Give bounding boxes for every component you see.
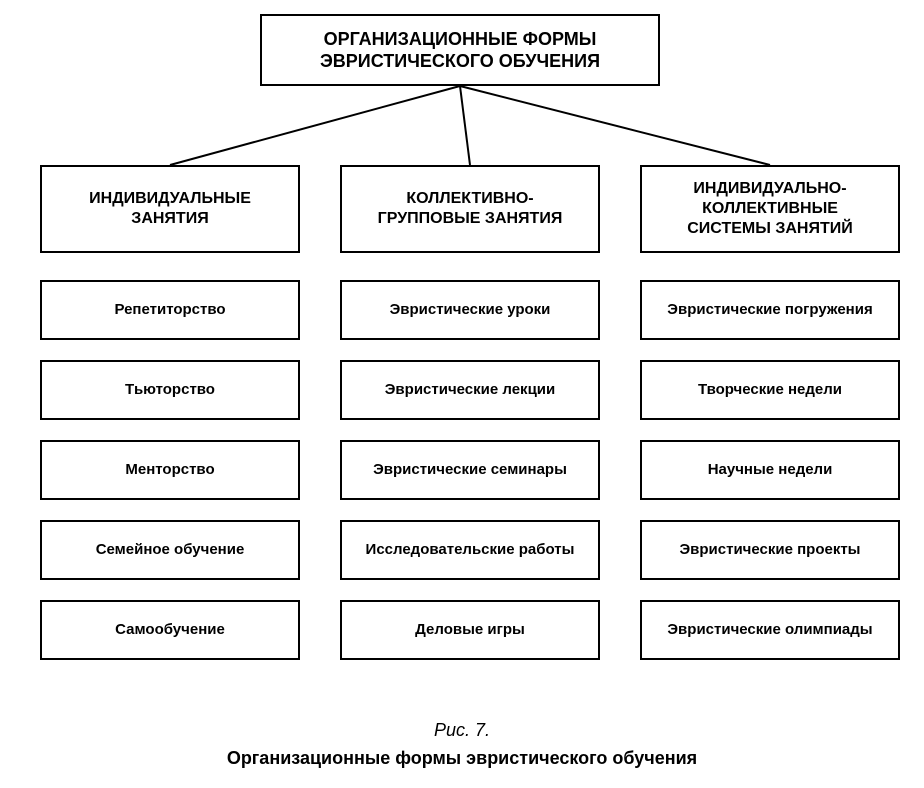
item-1-0: Эвристические уроки <box>340 280 600 340</box>
root-node: ОРГАНИЗАЦИОННЫЕ ФОРМЫ ЭВРИСТИЧЕСКОГО ОБУ… <box>260 14 660 86</box>
item-2-3: Эвристические проекты <box>640 520 900 580</box>
cat1-line2: ГРУППОВЫЕ ЗАНЯТИЯ <box>378 209 563 229</box>
item-label: Репетиторство <box>114 301 225 320</box>
item-label: Эвристические проекты <box>679 541 860 560</box>
cat1-line1: КОЛЛЕКТИВНО- <box>378 189 563 209</box>
item-label: Творческие недели <box>698 381 842 400</box>
cat2-line3: СИСТЕМЫ ЗАНЯТИЙ <box>687 219 853 239</box>
item-label: Деловые игры <box>415 621 525 640</box>
item-label: Семейное обучение <box>96 541 245 560</box>
cat0-line1: ИНДИВИДУАЛЬНЫЕ <box>89 189 251 209</box>
item-1-2: Эвристические семинары <box>340 440 600 500</box>
cat2-line2: КОЛЛЕКТИВНЫЕ <box>687 199 853 219</box>
item-0-0: Репетиторство <box>40 280 300 340</box>
category-node-2: ИНДИВИДУАЛЬНО- КОЛЛЕКТИВНЫЕ СИСТЕМЫ ЗАНЯ… <box>640 165 900 253</box>
item-label: Эвристические уроки <box>390 301 551 320</box>
item-1-4: Деловые игры <box>340 600 600 660</box>
item-1-1: Эвристические лекции <box>340 360 600 420</box>
category-node-0: ИНДИВИДУАЛЬНЫЕ ЗАНЯТИЯ <box>40 165 300 253</box>
item-label: Менторство <box>125 461 214 480</box>
item-1-3: Исследовательские работы <box>340 520 600 580</box>
category-node-1: КОЛЛЕКТИВНО- ГРУППОВЫЕ ЗАНЯТИЯ <box>340 165 600 253</box>
item-label: Эвристические олимпиады <box>667 621 872 640</box>
cat0-line2: ЗАНЯТИЯ <box>89 209 251 229</box>
diagram-canvas: ОРГАНИЗАЦИОННЫЕ ФОРМЫ ЭВРИСТИЧЕСКОГО ОБУ… <box>0 0 924 788</box>
item-2-4: Эвристические олимпиады <box>640 600 900 660</box>
item-0-4: Самообучение <box>40 600 300 660</box>
root-line2: ЭВРИСТИЧЕСКОГО ОБУЧЕНИЯ <box>320 50 600 73</box>
item-label: Эвристические семинары <box>373 461 567 480</box>
item-label: Исследовательские работы <box>366 541 575 560</box>
item-label: Тьюторство <box>125 381 215 400</box>
item-label: Эвристические лекции <box>385 381 555 400</box>
root-line1: ОРГАНИЗАЦИОННЫЕ ФОРМЫ <box>320 28 600 51</box>
figure-title: Организационные формы эвристического обу… <box>0 748 924 769</box>
item-label: Самообучение <box>115 621 225 640</box>
item-label: Эвристические погружения <box>667 301 872 320</box>
item-label: Научные недели <box>708 461 833 480</box>
cat2-line1: ИНДИВИДУАЛЬНО- <box>687 179 853 199</box>
figure-number: Рис. 7. <box>0 720 924 741</box>
item-2-2: Научные недели <box>640 440 900 500</box>
item-2-1: Творческие недели <box>640 360 900 420</box>
item-2-0: Эвристические погружения <box>640 280 900 340</box>
item-0-2: Менторство <box>40 440 300 500</box>
item-0-3: Семейное обучение <box>40 520 300 580</box>
item-0-1: Тьюторство <box>40 360 300 420</box>
